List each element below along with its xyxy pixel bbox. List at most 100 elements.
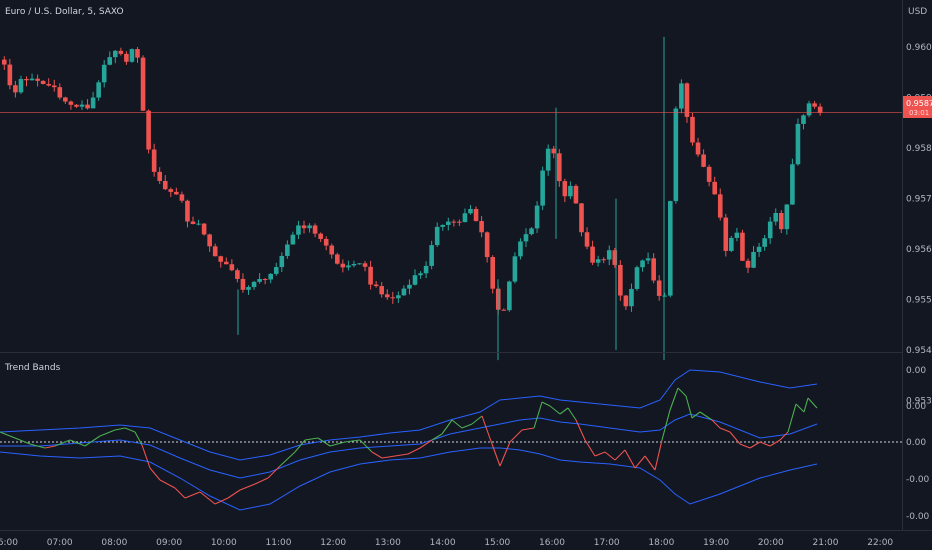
candle[interactable] xyxy=(74,104,79,109)
candle[interactable] xyxy=(329,243,335,259)
candle[interactable] xyxy=(701,149,706,168)
candle[interactable] xyxy=(518,238,523,260)
candle[interactable] xyxy=(301,220,307,234)
candle[interactable] xyxy=(373,281,379,288)
candle[interactable] xyxy=(384,289,390,300)
time-axis[interactable]: 06:00 07:00 08:00 09:00 10:00 11:00 12:00 13:00… xyxy=(0,538,893,548)
candle[interactable] xyxy=(240,273,246,293)
candle[interactable] xyxy=(601,257,606,264)
candle[interactable] xyxy=(312,223,318,238)
candle[interactable] xyxy=(290,231,296,245)
candle[interactable] xyxy=(740,229,745,262)
candle[interactable] xyxy=(790,158,795,205)
candle[interactable] xyxy=(429,240,434,270)
candle[interactable] xyxy=(279,252,285,273)
candle[interactable] xyxy=(584,227,590,250)
candle[interactable] xyxy=(756,242,762,257)
candle[interactable] xyxy=(729,235,734,253)
candle[interactable] xyxy=(579,203,584,237)
candle[interactable] xyxy=(540,166,545,211)
candle[interactable] xyxy=(656,275,662,301)
candle[interactable] xyxy=(717,188,723,221)
candle[interactable] xyxy=(340,259,346,273)
candle[interactable] xyxy=(246,285,251,295)
candle[interactable] xyxy=(606,245,612,266)
candle[interactable] xyxy=(218,255,224,268)
candle[interactable] xyxy=(35,74,40,87)
candle[interactable] xyxy=(251,280,257,290)
candle[interactable] xyxy=(745,258,751,273)
candle[interactable] xyxy=(679,79,684,114)
candle[interactable] xyxy=(307,223,312,233)
candle[interactable] xyxy=(162,175,168,191)
candle[interactable] xyxy=(7,58,13,90)
candle[interactable] xyxy=(662,292,668,297)
middle-band[interactable] xyxy=(0,413,818,479)
candle[interactable] xyxy=(118,47,124,56)
candle[interactable] xyxy=(257,273,262,284)
candle[interactable] xyxy=(634,265,640,291)
candle[interactable] xyxy=(262,277,268,285)
candle[interactable] xyxy=(734,227,740,242)
candle[interactable] xyxy=(645,252,651,265)
candle[interactable] xyxy=(229,259,235,272)
candle[interactable] xyxy=(151,143,157,177)
candle[interactable] xyxy=(568,181,573,200)
candle[interactable] xyxy=(212,243,218,257)
candle[interactable] xyxy=(351,260,357,268)
candle[interactable] xyxy=(618,260,623,301)
candle[interactable] xyxy=(623,294,629,310)
candle[interactable] xyxy=(2,56,7,70)
candle[interactable] xyxy=(85,99,90,110)
candle[interactable] xyxy=(90,91,96,109)
candle[interactable] xyxy=(135,47,140,63)
candle[interactable] xyxy=(362,260,368,272)
candle[interactable] xyxy=(534,201,540,234)
candle[interactable] xyxy=(323,236,329,251)
candle[interactable] xyxy=(296,220,301,240)
candle[interactable] xyxy=(407,279,412,295)
indicator-title[interactable]: Trend Bands xyxy=(4,363,61,373)
candle[interactable] xyxy=(545,144,551,176)
candle[interactable] xyxy=(434,222,440,247)
candle[interactable] xyxy=(390,291,396,304)
candle[interactable] xyxy=(379,282,384,298)
candle[interactable] xyxy=(795,118,801,166)
candle[interactable] xyxy=(346,260,351,271)
candle[interactable] xyxy=(113,50,118,64)
candle[interactable] xyxy=(101,59,107,88)
candle[interactable] xyxy=(446,217,451,231)
candle[interactable] xyxy=(96,80,101,101)
candle[interactable] xyxy=(651,253,656,284)
candle[interactable] xyxy=(68,100,74,110)
candle[interactable] xyxy=(13,80,18,98)
candle[interactable] xyxy=(29,73,35,81)
candle[interactable] xyxy=(595,255,601,267)
candle[interactable] xyxy=(629,283,634,312)
candle[interactable] xyxy=(812,100,817,109)
candle[interactable] xyxy=(512,252,518,284)
candle[interactable] xyxy=(79,100,85,110)
candle[interactable] xyxy=(207,233,212,252)
candle[interactable] xyxy=(573,184,579,204)
candle[interactable] xyxy=(723,213,729,257)
candle[interactable] xyxy=(479,216,484,238)
candle[interactable] xyxy=(18,75,24,94)
candle[interactable] xyxy=(529,227,534,236)
candle[interactable] xyxy=(501,308,507,311)
candle[interactable] xyxy=(484,231,490,263)
candle[interactable] xyxy=(551,145,557,159)
candle[interactable] xyxy=(507,280,512,312)
candle[interactable] xyxy=(751,245,756,269)
candle[interactable] xyxy=(806,100,812,118)
candle[interactable] xyxy=(418,271,423,279)
candle[interactable] xyxy=(46,78,51,87)
candle[interactable] xyxy=(401,285,407,296)
candle[interactable] xyxy=(51,79,57,92)
candle[interactable] xyxy=(423,261,429,279)
candle[interactable] xyxy=(357,263,362,265)
candle[interactable] xyxy=(590,240,595,266)
candle[interactable] xyxy=(63,96,68,104)
symbol-title[interactable]: Euro / U.S. Dollar, 5, SAXO xyxy=(5,7,124,17)
